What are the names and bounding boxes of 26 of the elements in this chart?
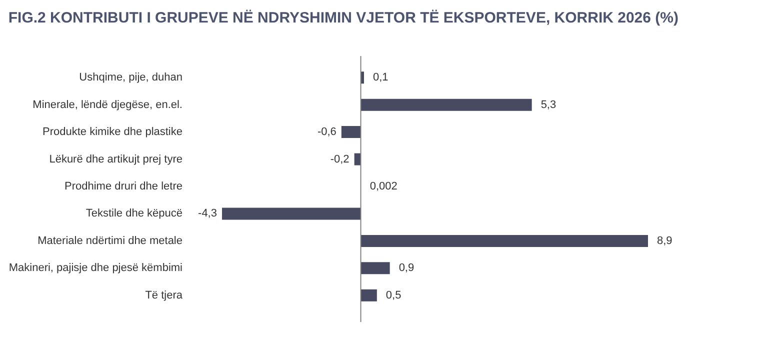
bar [360, 289, 377, 302]
bar [341, 126, 361, 138]
y-tick-label: Materiale ndërtimi dhe metale [38, 234, 182, 247]
y-tick-label: Prodhime druri dhe letre [64, 180, 182, 192]
y-tick-label: Ushqime, pije, duhan [79, 72, 182, 84]
y-tick-label: Produkte kimike dhe plastike [42, 126, 182, 138]
bar [222, 208, 361, 220]
bar [360, 234, 648, 247]
bar [360, 98, 532, 111]
y-tick-label: Lëkurë dhe artikujt prej tyre [49, 153, 182, 166]
data-label: -0,6 [317, 126, 336, 138]
y-tick-label: Tekstile dhe këpucë [86, 208, 182, 220]
data-label: 0,9 [398, 262, 414, 274]
data-label: 0,002 [370, 180, 398, 192]
data-label: -0,2 [330, 153, 350, 166]
data-label: -4,3 [198, 208, 217, 220]
y-tick-label: Makineri, pajisje dhe pjesë këmbimi [8, 262, 182, 274]
bar [354, 153, 361, 166]
chart-title: FIG.2 KONTRIBUTI I GRUPEVE NË NDRYSHIMIN VJETOR TË EKSPORTEVE, KORRIK 2026 (%) [8, 10, 678, 26]
y-tick-label: Minerale, lëndë djegëse, en.el. [32, 98, 182, 111]
y-tick-label: Të tjera [145, 289, 184, 302]
data-label: 8,9 [657, 234, 672, 247]
data-label: 0,1 [373, 72, 388, 84]
data-label: 0,5 [386, 289, 402, 302]
data-label: 5,3 [540, 98, 556, 111]
bar [360, 262, 390, 274]
